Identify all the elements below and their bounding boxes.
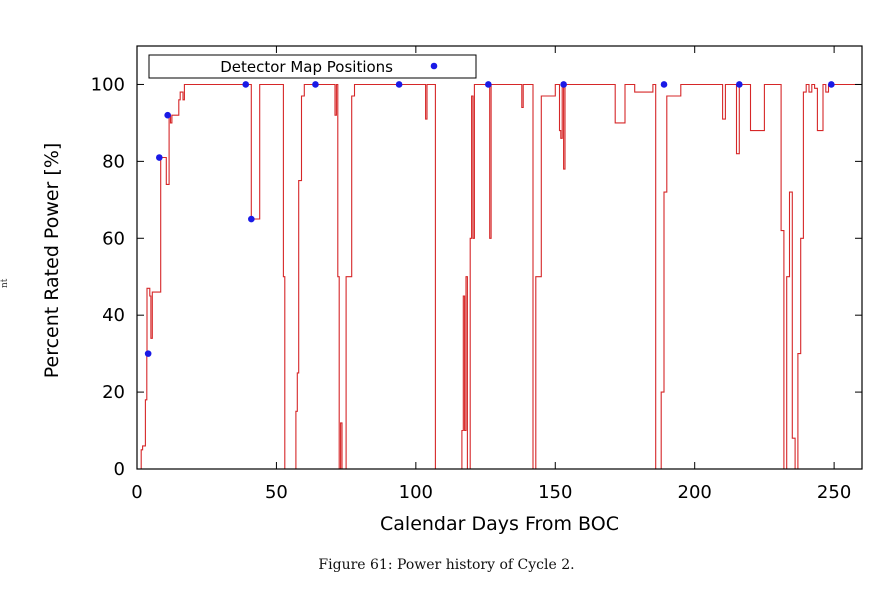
plot-area [137,81,862,470]
margin-text: nt [0,278,10,288]
detector-map-marker [144,350,152,357]
legend: Detector Map Positions [148,54,477,79]
x-tick-label: 200 [678,482,712,503]
x-tick-label: 0 [131,482,142,503]
detector-map-marker [560,81,567,88]
y-tick-label: 40 [102,305,125,326]
legend-label: Detector Map Positions [220,58,393,76]
x-tick-label: 250 [817,482,851,503]
legend-marker [430,62,438,70]
y-tick-label: 0 [114,459,125,480]
y-tick-label: 60 [102,228,125,249]
power-history-line [137,83,862,470]
x-tick-label: 150 [538,482,572,503]
detector-map-marker [164,111,171,119]
y-tick-label: 20 [102,382,125,403]
legend-box [148,54,477,79]
detector-map-marker [312,81,319,88]
detector-map-marker [248,215,255,223]
detector-map-marker [660,81,668,88]
detector-map-marker [395,81,403,88]
x-axis-label: Calendar Days From BOC [380,513,619,535]
figure-caption: Figure 61: Power history of Cycle 2. [318,557,575,573]
chart: 0 50 100 150 200 250 0 20 40 60 80 100 Calendar Days… [41,45,863,535]
detector-map-marker [828,81,835,88]
detector-map-marker [242,81,250,88]
detector-map-marker [156,154,163,161]
detector-map-marker [485,81,492,88]
y-axis-label: Percent Rated Power [%] [41,143,63,379]
axes: 0 50 100 150 200 250 0 20 40 60 80 100 Calendar Days… [41,45,863,535]
plot-frame [136,45,863,470]
y-tick-label: 80 [102,151,125,172]
detector-map-marker [736,81,743,88]
x-tick-label: 50 [265,482,288,503]
x-tick-label: 100 [399,482,433,503]
y-tick-label: 100 [91,74,125,95]
